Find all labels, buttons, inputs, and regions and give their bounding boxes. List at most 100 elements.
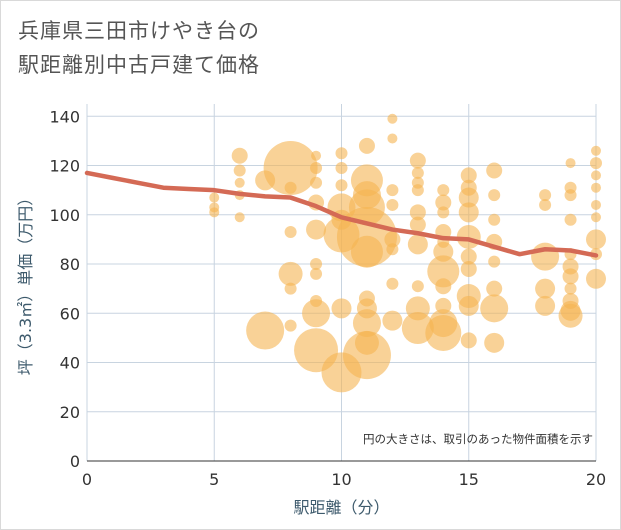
data-bubble bbox=[531, 242, 560, 271]
data-bubble bbox=[486, 280, 503, 297]
data-bubble bbox=[558, 303, 583, 328]
data-bubble bbox=[310, 258, 323, 271]
x-tick-label: 15 bbox=[459, 470, 479, 489]
data-bubble bbox=[460, 332, 477, 349]
data-bubble bbox=[234, 177, 245, 188]
trend-line bbox=[84, 170, 599, 258]
data-bubble bbox=[411, 184, 424, 197]
data-bubble bbox=[284, 181, 297, 194]
data-bubble bbox=[342, 331, 391, 380]
data-bubble bbox=[427, 255, 460, 288]
data-bubble bbox=[284, 319, 297, 332]
data-bubble bbox=[231, 147, 248, 164]
data-bubble bbox=[480, 294, 509, 323]
data-bubble bbox=[591, 182, 601, 193]
data-bubble bbox=[488, 213, 501, 226]
x-axis-label: 駅距離（分） bbox=[293, 498, 389, 517]
data-bubble bbox=[284, 226, 297, 239]
data-bubble bbox=[565, 158, 576, 169]
data-bubble bbox=[310, 176, 323, 189]
data-bubble bbox=[352, 309, 381, 338]
data-bubble bbox=[284, 282, 297, 295]
data-bubble bbox=[209, 192, 220, 203]
data-bubble bbox=[335, 162, 348, 175]
y-tick-label: 120 bbox=[49, 157, 80, 176]
data-bubble bbox=[564, 282, 577, 295]
data-bubble bbox=[586, 268, 606, 289]
data-bubble bbox=[590, 157, 602, 170]
title-line-2: 駅距離別中古戸建て価格 bbox=[18, 53, 260, 77]
data-bubble bbox=[437, 184, 450, 197]
data-bubble bbox=[591, 170, 601, 181]
data-bubble bbox=[437, 206, 450, 219]
data-bubble bbox=[263, 141, 318, 196]
data-bubble bbox=[335, 179, 348, 192]
y-tick-label: 60 bbox=[60, 304, 80, 323]
data-bubble bbox=[384, 231, 401, 248]
y-tick-label: 40 bbox=[60, 354, 80, 373]
x-tick-label: 20 bbox=[586, 470, 606, 489]
title-line-1: 兵庫県三田市けやき台の bbox=[18, 19, 260, 43]
data-bubble bbox=[358, 137, 375, 154]
data-bubble bbox=[311, 150, 322, 161]
data-bubble bbox=[460, 260, 477, 277]
data-bubble bbox=[246, 311, 285, 350]
data-bubble bbox=[335, 147, 348, 160]
data-bubble bbox=[387, 133, 398, 144]
data-bubble bbox=[539, 198, 552, 211]
data-bubble bbox=[488, 255, 501, 268]
bubble-layer bbox=[209, 113, 606, 393]
trend-layer bbox=[84, 170, 599, 258]
chart-title: 兵庫県三田市けやき台の 駅距離別中古戸建て価格 bbox=[18, 14, 260, 82]
data-bubble bbox=[233, 164, 246, 177]
y-tick-label: 140 bbox=[49, 107, 80, 126]
data-bubble bbox=[411, 166, 424, 179]
data-bubble bbox=[386, 243, 399, 256]
x-tick-label: 0 bbox=[82, 470, 92, 489]
data-bubble bbox=[539, 189, 552, 202]
data-bubble bbox=[310, 162, 323, 175]
data-bubble bbox=[458, 202, 479, 223]
data-bubble bbox=[562, 268, 579, 285]
y-axis-label: 坪（3.3㎡）単価（万円） bbox=[16, 190, 35, 375]
data-bubble bbox=[460, 167, 477, 184]
data-bubble bbox=[591, 199, 601, 210]
axes: 0 5 10 15 20 0 20 40 60 80 100 120 140 bbox=[49, 107, 606, 489]
data-bubble bbox=[278, 261, 303, 286]
data-bubble bbox=[488, 189, 501, 202]
data-bubble bbox=[310, 267, 323, 280]
data-bubble bbox=[458, 295, 479, 316]
y-tick-label: 80 bbox=[60, 255, 80, 274]
data-bubble bbox=[407, 234, 428, 255]
data-bubble bbox=[486, 162, 503, 179]
data-bubble bbox=[302, 299, 331, 328]
data-bubble bbox=[386, 184, 399, 197]
data-bubble bbox=[409, 204, 426, 221]
data-bubble bbox=[535, 295, 556, 316]
data-bubble bbox=[409, 152, 426, 169]
size-note: 円の大きさは、取引のあった物件面積を示す bbox=[363, 432, 593, 446]
y-tick-label: 20 bbox=[60, 403, 80, 422]
data-bubble bbox=[435, 278, 452, 295]
data-bubble bbox=[409, 216, 426, 233]
data-bubble bbox=[586, 229, 606, 250]
x-tick-label: 10 bbox=[331, 470, 351, 489]
data-bubble bbox=[458, 187, 479, 208]
data-bubble bbox=[331, 298, 352, 319]
data-bubble bbox=[435, 194, 452, 211]
data-bubble bbox=[386, 198, 399, 211]
data-bubble bbox=[234, 212, 245, 223]
data-bubble bbox=[411, 280, 424, 293]
data-bubble bbox=[387, 113, 398, 124]
data-bubble bbox=[209, 207, 220, 218]
data-bubble bbox=[591, 212, 601, 223]
data-bubble bbox=[460, 248, 477, 265]
data-bubble bbox=[564, 213, 577, 226]
data-bubble bbox=[386, 277, 399, 290]
data-bubble bbox=[535, 278, 556, 299]
data-bubble bbox=[306, 219, 327, 240]
x-tick-label: 5 bbox=[209, 470, 219, 489]
data-bubble bbox=[564, 189, 577, 202]
data-bubble bbox=[350, 235, 383, 268]
